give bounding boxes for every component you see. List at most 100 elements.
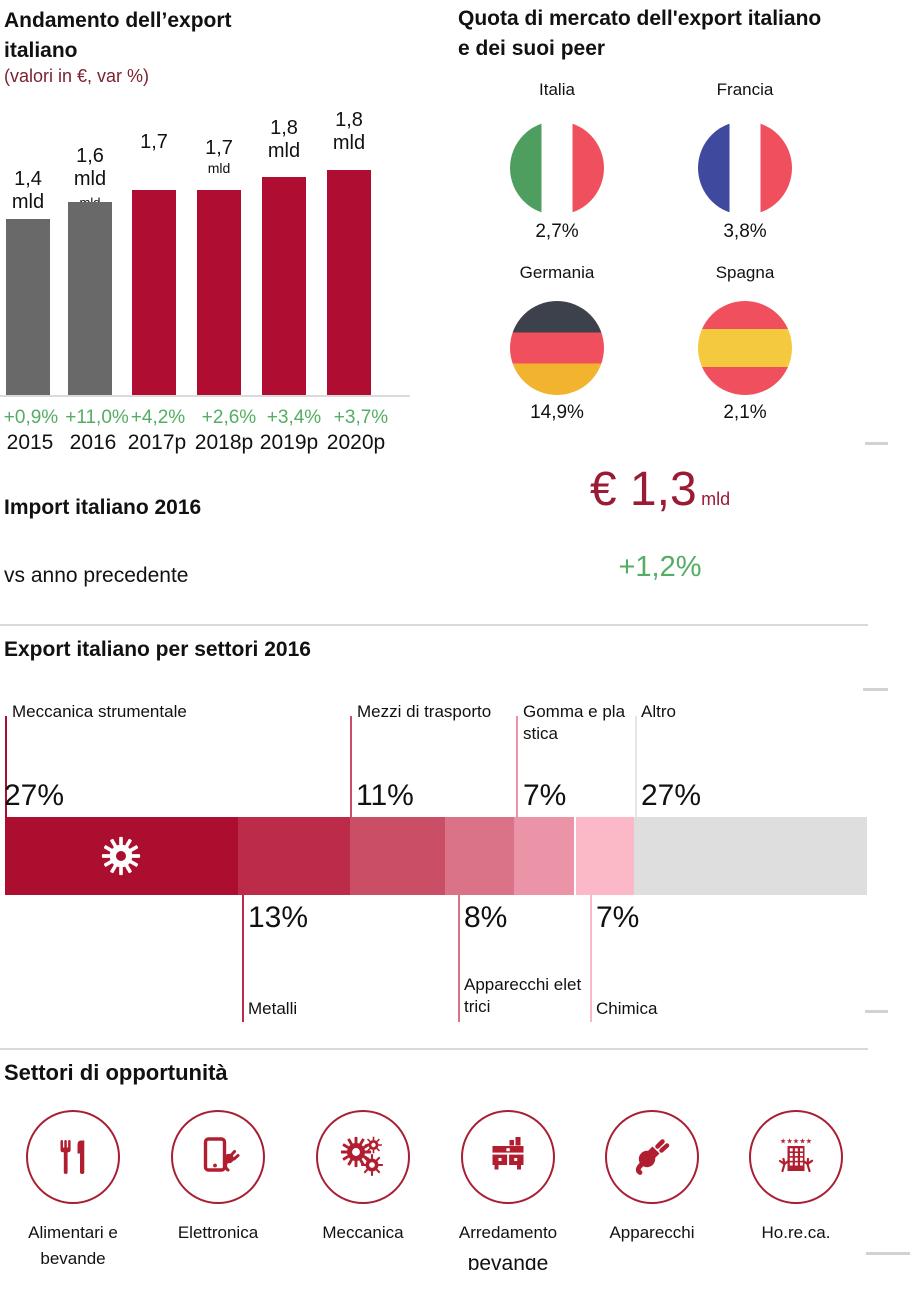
gears-circle xyxy=(316,1110,410,1204)
label-meccanica-strumentale: Meccanica strumentale xyxy=(12,702,187,721)
gears-icon xyxy=(340,1136,383,1176)
label-chimica: Chimica xyxy=(596,999,658,1018)
opp-label-meccanica: Meccanica xyxy=(322,1223,404,1242)
bar-value-2018: 1,7 mld xyxy=(205,137,233,176)
growth-2017p: +4,2% xyxy=(130,407,186,428)
opp-label-alimentari: Alimentari e bevande xyxy=(28,1223,118,1268)
country-label-francia: Francia xyxy=(716,80,774,99)
growth-2016: +11,0% xyxy=(65,407,129,428)
country-label-italia: Italia xyxy=(539,80,575,99)
section-divider-2 xyxy=(0,1048,868,1050)
segment-gomma-e-plastica xyxy=(513,817,574,895)
pct-gomma-e-plastica: 7% xyxy=(523,779,567,812)
label-apparecchi-elettrici: Apparecchi elet trici xyxy=(464,975,582,1016)
segment-chimica xyxy=(573,817,635,895)
growth-2018p: +2,6% xyxy=(201,407,257,428)
share-francia: 3,8% xyxy=(723,221,767,242)
country-label-germania: Germania xyxy=(519,263,595,282)
food-circle xyxy=(26,1110,120,1204)
label-altro: Altro xyxy=(641,702,676,721)
pct-meccanica-strumentale: 27% xyxy=(4,779,65,812)
sector-stacked-bar xyxy=(5,817,867,895)
segment-mezzi-di-trasporto xyxy=(349,817,445,895)
bar-2018p xyxy=(197,190,241,396)
label-gomma-e-plastica: Gomma e pla stica xyxy=(523,702,626,743)
food-icon xyxy=(60,1140,85,1174)
pct-apparecchi-elettrici: 8% xyxy=(464,901,508,934)
tick-altro xyxy=(635,716,637,817)
plug-circle xyxy=(605,1110,699,1204)
export-trend-title: Andamento dell’export italiano xyxy=(4,6,324,66)
kpi-amount: € 1,3 xyxy=(589,463,697,516)
bar-2016 xyxy=(68,202,112,396)
segment-apparecchi-elettrici xyxy=(444,817,514,895)
pct-metalli: 13% xyxy=(248,901,309,934)
spain-flag-icon xyxy=(698,301,792,395)
import-label: Import italiano 2016 xyxy=(4,496,202,519)
hotel-circle: ★★★★★ xyxy=(749,1110,843,1204)
pct-mezzi-di-trasporto: 11% xyxy=(356,779,414,812)
growth-2020p: +3,7% xyxy=(333,407,389,428)
peers-title-line2: e dei suoi peer xyxy=(458,37,606,60)
year-2016: 2016 xyxy=(69,431,117,454)
import-kpi-value: € 1,3 mld xyxy=(540,462,780,517)
share-spagna: 2,1% xyxy=(723,402,767,423)
tick-apparecchi-elettrici xyxy=(458,895,460,1022)
edge-dash-3 xyxy=(865,1010,888,1013)
bar-value-2020: 1,8 mld xyxy=(332,109,366,154)
segment-altro xyxy=(634,817,867,895)
growth-2019p: +3,4% xyxy=(266,407,322,428)
gear-icon xyxy=(102,836,141,876)
tick-mezzi-di-trasporto xyxy=(350,716,352,817)
furniture-icon xyxy=(492,1137,524,1170)
bar-2017p xyxy=(132,190,176,396)
france-flag-icon xyxy=(698,121,792,215)
edge-dash-4 xyxy=(866,1252,910,1255)
country-label-spagna: Spagna xyxy=(715,263,775,282)
opp-label-horeca: Ho.re.ca. xyxy=(761,1223,831,1242)
year-2019p: 2019p xyxy=(259,431,319,454)
electronics-icon xyxy=(203,1137,240,1172)
year-2017p: 2017p xyxy=(127,431,187,454)
svg-text:★★★★★: ★★★★★ xyxy=(780,1137,812,1146)
peers-title: Quota di mercato dell'export italiano e … xyxy=(458,4,878,64)
bar-2019p xyxy=(262,177,306,396)
opp-label-arredamento: Arredamento xyxy=(458,1223,558,1242)
edge-dash-2 xyxy=(863,688,888,691)
bar-2015 xyxy=(6,219,50,396)
electronics-circle xyxy=(171,1110,265,1204)
year-2018p: 2018p xyxy=(194,431,254,454)
stray-bevande-label: bevande xyxy=(467,1258,549,1275)
export-trend-title-line1: Andamento dell’export xyxy=(4,9,232,32)
kpi-unit: mld xyxy=(701,489,731,509)
year-2020p: 2020p xyxy=(326,431,386,454)
export-trend-subtitle: (valori in €, var %) xyxy=(4,66,150,86)
section-divider-1 xyxy=(0,624,868,626)
germany-flag-icon xyxy=(510,301,604,395)
opp-label-apparecchi: Apparecchi xyxy=(609,1223,695,1242)
pct-altro: 27% xyxy=(641,779,702,812)
bar-2020p xyxy=(327,170,371,396)
furniture-circle xyxy=(461,1110,555,1204)
label-mezzi-di-trasporto: Mezzi di trasporto xyxy=(357,702,492,721)
year-2015: 2015 xyxy=(6,431,54,454)
import-kpi-growth: +1,2% xyxy=(618,551,702,583)
peers-title-line1: Quota di mercato dell'export italiano xyxy=(458,7,822,30)
sectors-heading: Export italiano per settori 2016 xyxy=(4,638,311,661)
tick-chimica xyxy=(590,895,592,1022)
tick-metalli xyxy=(242,895,244,1022)
tick-gomma-e-plastica xyxy=(516,716,518,817)
plug-icon xyxy=(635,1139,670,1175)
italy-flag-icon xyxy=(510,121,604,215)
segment-metalli xyxy=(237,817,350,895)
export-trend-title-line2: italiano xyxy=(4,39,78,62)
opp-label-elettronica: Elettronica xyxy=(177,1223,259,1242)
import-sublabel: vs anno precedente xyxy=(4,564,189,587)
edge-dash-1 xyxy=(865,442,888,445)
bar-value-2019: 1,8 mld xyxy=(267,117,301,162)
tick-meccanica-strumentale xyxy=(5,716,7,817)
bar-value-2017: 1,7 xyxy=(140,131,168,153)
segment-meccanica-strumentale xyxy=(5,817,238,895)
share-germania: 14,9% xyxy=(530,402,584,423)
